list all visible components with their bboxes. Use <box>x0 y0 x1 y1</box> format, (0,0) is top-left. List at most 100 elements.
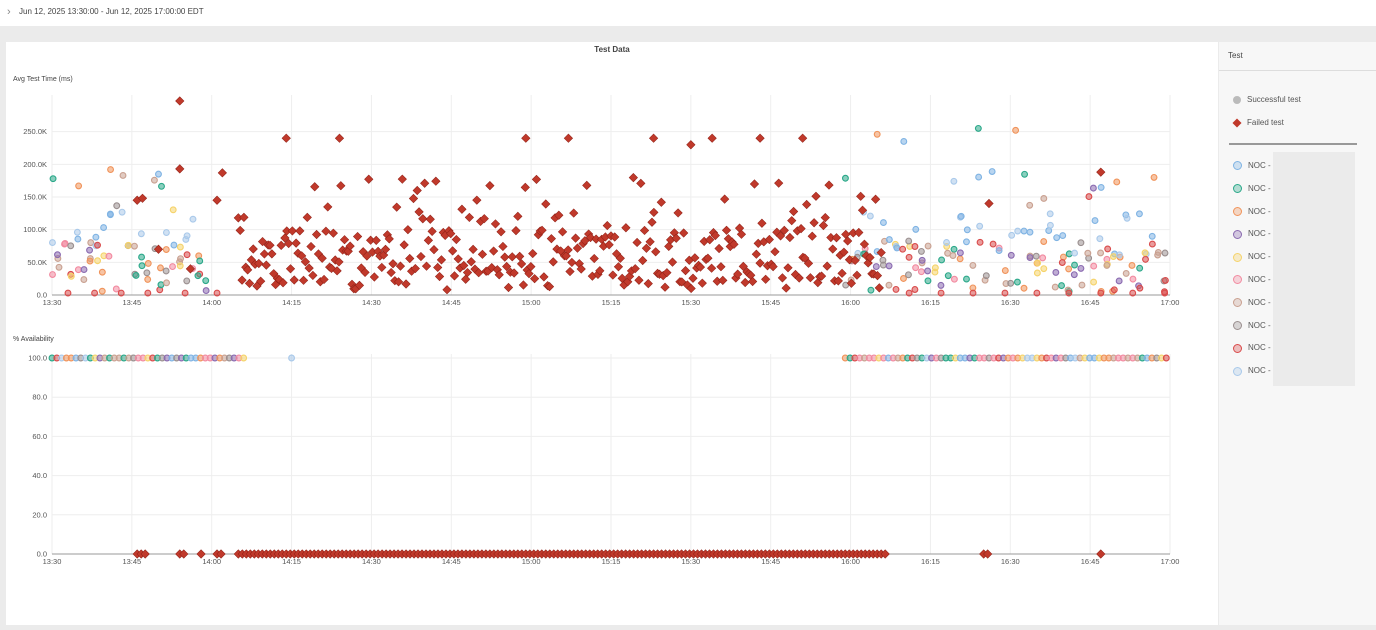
failed-point <box>707 263 717 273</box>
failed-point <box>289 275 299 285</box>
failed-point <box>563 245 573 255</box>
failed-point <box>423 235 433 245</box>
failed-point <box>462 267 473 278</box>
failed-point <box>336 181 346 191</box>
success-point <box>183 251 191 259</box>
success-point <box>989 240 997 248</box>
legend-divider <box>1229 143 1357 145</box>
series-circle-icon <box>1233 366 1242 376</box>
legend-series-0[interactable]: NOC - <box>1233 161 1271 171</box>
legend-series-1[interactable]: NOC - <box>1233 184 1271 194</box>
time-range[interactable]: Jun 12, 2025 13:30:00 - Jun 12, 2025 17:… <box>19 7 204 16</box>
failed-point <box>770 247 780 257</box>
failed-point <box>302 212 312 222</box>
success-point <box>213 289 221 297</box>
failed-point <box>369 272 379 282</box>
success-point <box>879 256 887 264</box>
y-tick-label: 0.0 <box>37 291 47 300</box>
failed-point <box>416 251 426 262</box>
failed-point <box>436 255 447 265</box>
success-point <box>181 289 189 297</box>
failed-point <box>736 229 747 239</box>
success-point <box>1128 262 1136 269</box>
legend-series-4[interactable]: NOC - <box>1233 252 1271 262</box>
failed-point <box>212 195 222 205</box>
failed-point <box>850 255 860 266</box>
failed-point <box>703 253 713 263</box>
series-label: NOC - <box>1248 297 1271 307</box>
success-point <box>80 276 88 283</box>
success-point <box>1008 231 1016 239</box>
y-tick-label: 60.0 <box>32 432 47 441</box>
failed-point <box>794 273 804 283</box>
legend-series-9[interactable]: NOC - <box>1233 366 1271 376</box>
success-point <box>1129 289 1137 297</box>
success-point <box>1148 232 1156 240</box>
failed-point <box>638 255 648 266</box>
availability-success-point <box>240 354 248 362</box>
success-point <box>867 286 875 294</box>
failed-point <box>645 237 655 247</box>
success-point <box>982 272 990 280</box>
failed-point <box>785 232 795 243</box>
success-point <box>1123 214 1131 222</box>
legend-series-8[interactable]: NOC - <box>1233 343 1271 353</box>
success-point <box>969 261 977 269</box>
x-tick-label: 17:00 <box>1161 557 1180 566</box>
x-tick-label: 15:00 <box>522 298 541 307</box>
x-tick-label: 16:45 <box>1081 557 1100 566</box>
failed-point <box>751 249 761 259</box>
failed-point <box>518 280 529 290</box>
failed-point <box>434 271 445 282</box>
x-tick-label: 13:30 <box>43 298 62 307</box>
legend-failed-test[interactable]: Failed test <box>1232 118 1284 128</box>
success-point <box>1059 253 1067 261</box>
success-point <box>917 247 925 255</box>
failed-point <box>310 182 320 192</box>
x-tick-label: 13:45 <box>122 298 141 307</box>
success-point <box>1020 227 1028 235</box>
failed-point <box>285 264 296 274</box>
series-circle-icon <box>1233 252 1242 262</box>
failed-point <box>541 199 551 209</box>
success-point <box>1136 284 1144 292</box>
failed-point <box>740 277 750 288</box>
series-label: NOC - <box>1248 252 1271 262</box>
availability-failed-point <box>140 549 150 559</box>
legend-successful-test[interactable]: Successful test <box>1233 95 1301 104</box>
failed-point <box>748 276 758 287</box>
success-point <box>138 262 146 270</box>
success-point <box>885 236 893 244</box>
success-point <box>912 225 920 233</box>
legend-series-5[interactable]: NOC - <box>1233 275 1271 285</box>
x-tick-label: 13:30 <box>43 557 62 566</box>
success-point <box>1013 278 1021 286</box>
x-tick-label: 15:30 <box>681 557 700 566</box>
legend-series-7[interactable]: NOC - <box>1233 321 1271 330</box>
failed-point <box>393 277 404 287</box>
success-point <box>1113 178 1121 186</box>
success-point <box>202 287 210 295</box>
failed-point <box>300 257 311 267</box>
failed-point <box>345 241 355 251</box>
failed-point <box>453 254 463 264</box>
success-point <box>1090 278 1098 286</box>
top-bar: › Jun 12, 2025 13:30:00 - Jun 12, 2025 1… <box>0 0 1376 26</box>
legend-series-3[interactable]: NOC - <box>1233 229 1271 239</box>
failed-point <box>496 227 506 237</box>
failed-point <box>354 280 365 291</box>
success-point <box>976 222 984 230</box>
success-point <box>911 243 919 250</box>
failed-point <box>352 231 363 242</box>
legend-series-2[interactable]: NOC - <box>1233 207 1271 216</box>
success-point <box>112 285 120 293</box>
failed-point <box>317 253 327 263</box>
failed-point <box>610 232 620 242</box>
legend-series-6[interactable]: NOC - <box>1233 297 1271 308</box>
failed-point <box>582 180 592 190</box>
failed-point <box>239 212 249 222</box>
success-point <box>150 176 158 184</box>
success-point <box>1040 238 1048 245</box>
success-point <box>170 241 178 249</box>
chevron-right-icon[interactable]: › <box>7 6 11 18</box>
